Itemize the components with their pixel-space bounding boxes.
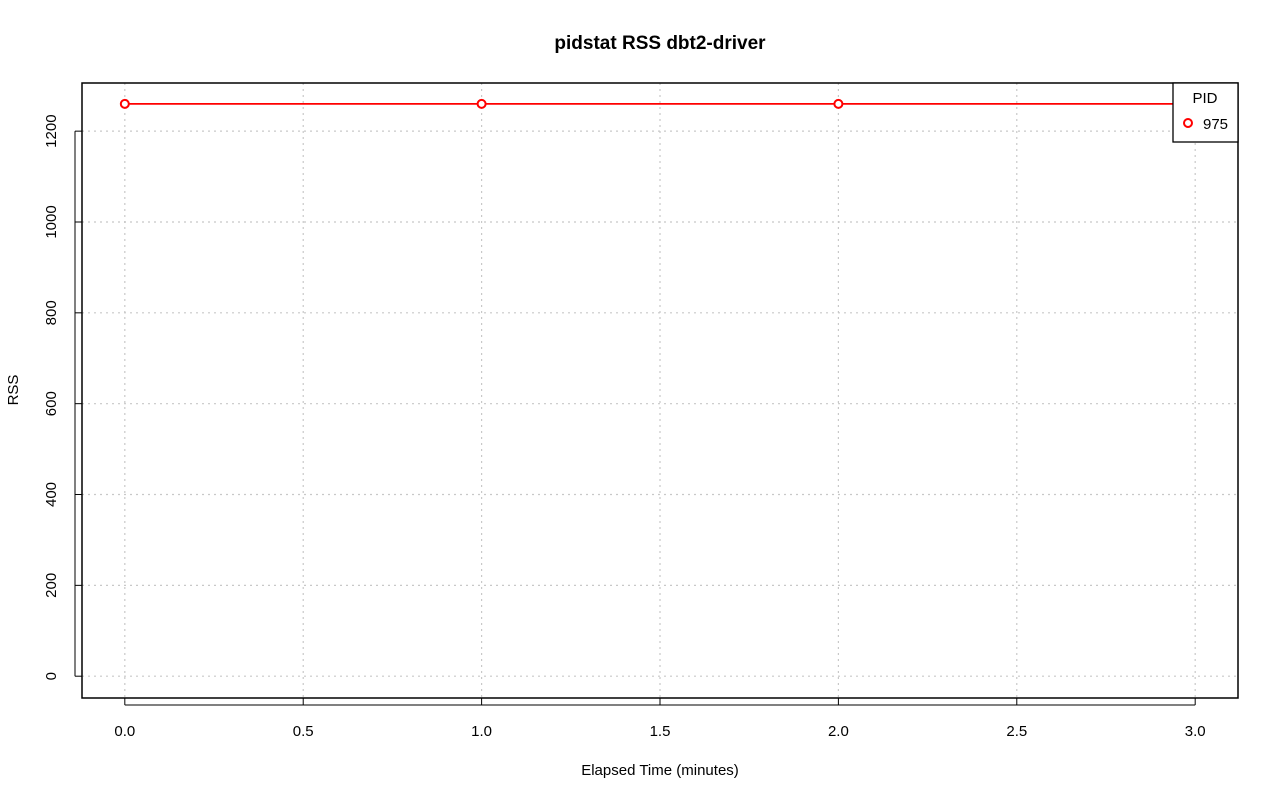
chart-title: pidstat RSS dbt2-driver [554, 33, 766, 54]
data-point [833, 98, 844, 109]
x-tick-label: 3.0 [1185, 723, 1206, 740]
y-tick-label: 800 [43, 300, 60, 325]
y-tick-label: 1000 [43, 205, 60, 238]
x-axis-label: Elapsed Time (minutes) [581, 762, 739, 779]
y-tick-label: 600 [43, 391, 60, 416]
legend-marker [1183, 118, 1193, 128]
data-point [476, 98, 487, 109]
y-tick-label: 0 [43, 672, 60, 680]
y-tick-label: 400 [43, 482, 60, 507]
x-tick-label: 2.0 [828, 723, 849, 740]
legend: PID 975 [1172, 82, 1239, 143]
legend-box [1172, 82, 1239, 143]
x-tick-label: 2.5 [1006, 723, 1027, 740]
y-tick-label: 1200 [43, 114, 60, 147]
x-tick-label: 1.0 [471, 723, 492, 740]
data-point [119, 98, 130, 109]
legend-entry-label: 975 [1203, 116, 1228, 133]
y-axis-label: RSS [5, 375, 22, 406]
x-axis: 0.0 0.5 1.0 1.5 2.0 2.5 3.0 [114, 698, 1206, 740]
x-tick-label: 0.0 [114, 723, 135, 740]
y-tick-label: 200 [43, 573, 60, 598]
legend-title: PID [1192, 90, 1217, 107]
x-tick-label: 0.5 [293, 723, 314, 740]
y-axis: 0 200 400 600 800 1000 1200 [43, 114, 82, 680]
grid [82, 83, 1238, 698]
x-tick-label: 1.5 [650, 723, 671, 740]
